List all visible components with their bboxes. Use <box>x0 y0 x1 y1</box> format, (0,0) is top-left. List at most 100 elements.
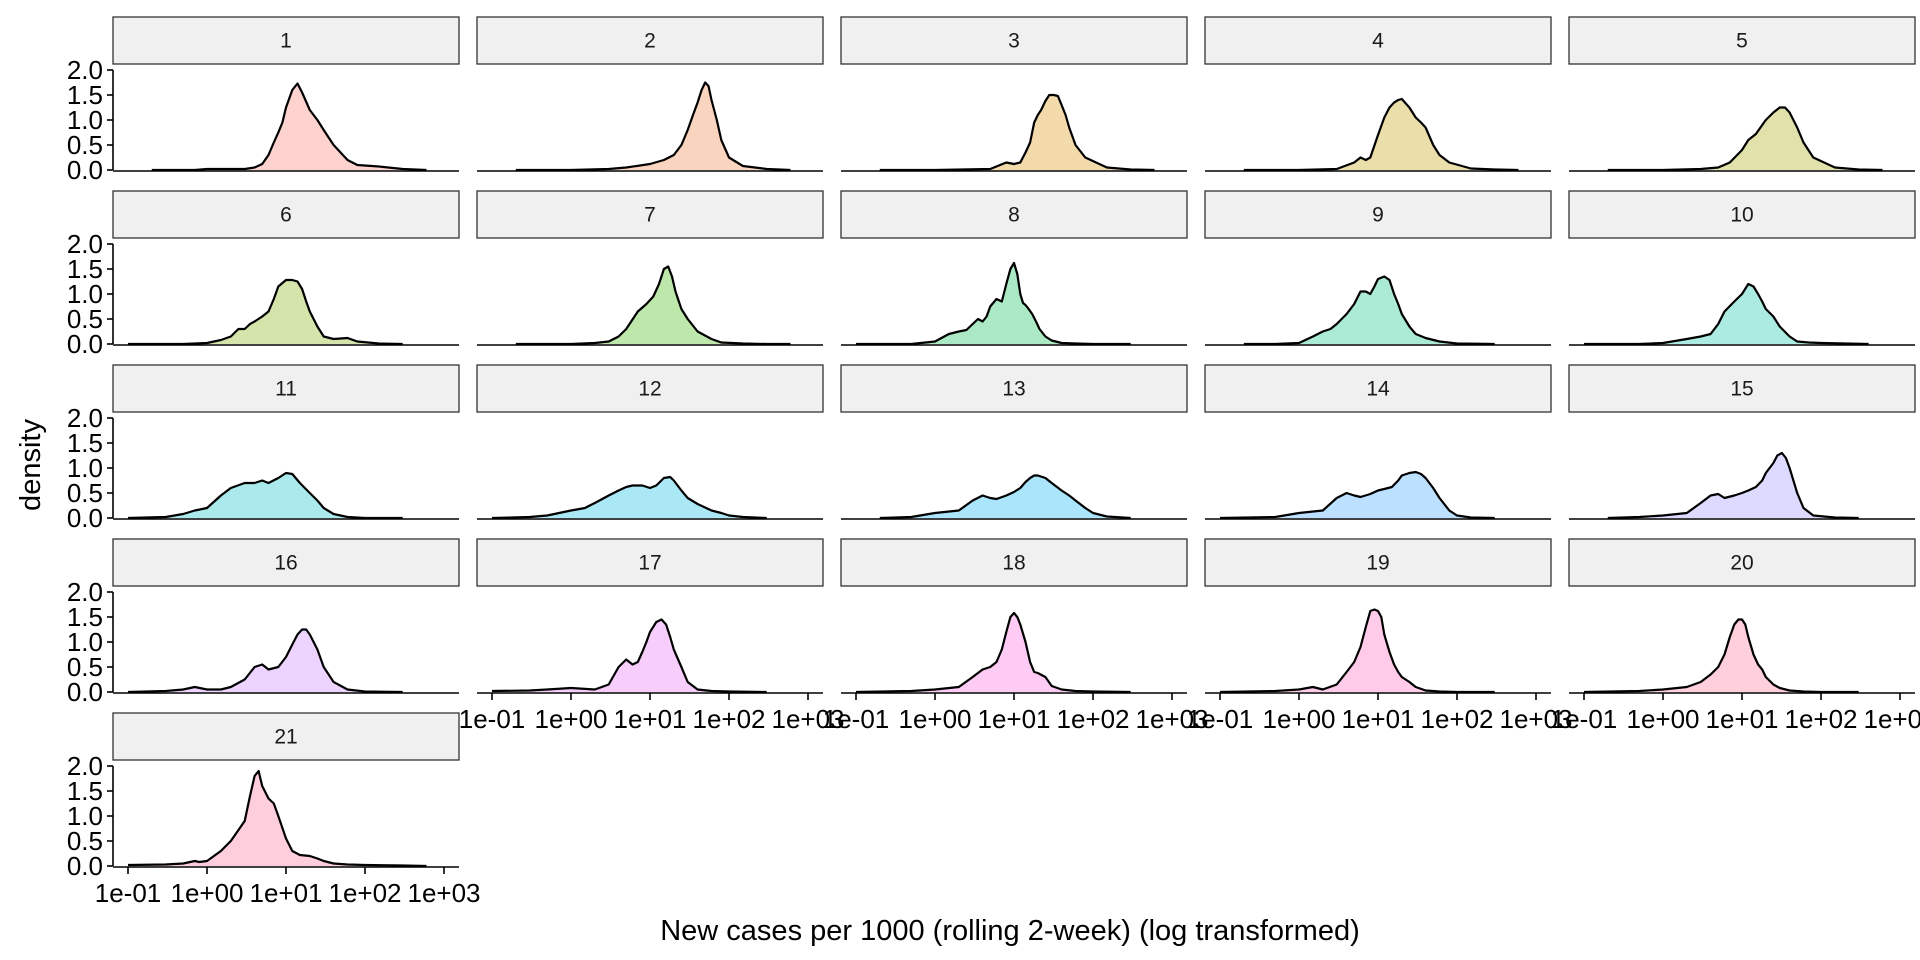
density-line <box>515 81 791 172</box>
density-area <box>492 619 767 692</box>
facet-strip-label: 9 <box>1372 204 1384 227</box>
facet-strip-label: 11 <box>275 378 297 401</box>
panel-4: 4 <box>1204 16 1552 172</box>
y-tick-label: 0.0 <box>67 155 103 185</box>
facet-strip <box>476 190 824 239</box>
facet-strip-label: 14 <box>1366 378 1390 401</box>
facet-strip-label: 10 <box>1730 204 1753 227</box>
x-tick-label: 1e+01 <box>1341 704 1414 734</box>
density-area <box>128 771 427 866</box>
facet-strip <box>840 190 1188 239</box>
y-tick-label: 0.0 <box>67 851 103 881</box>
density-area <box>151 83 427 170</box>
y-tick-label: 1.0 <box>67 801 103 831</box>
facet-strip <box>840 16 1188 65</box>
panel-16: 16 0.00.51.01.52.0 <box>67 538 460 707</box>
density-line <box>856 261 1131 346</box>
x-tick-label: 1e-01 <box>823 704 890 734</box>
density-line <box>1607 451 1859 520</box>
panels-layer: 10.00.51.01.52.02 3 4 560.00.51.01.52.07 8 9 1… <box>67 16 1920 908</box>
x-axis-title: New cases per 1000 (rolling 2-week) (log… <box>660 915 1360 947</box>
y-tick-label: 1.5 <box>67 602 103 632</box>
facet-strip-label: 3 <box>1008 30 1020 53</box>
facet-strip-label: 2 <box>644 30 656 53</box>
panel-7: 7 <box>476 190 824 346</box>
y-tick-label: 0.5 <box>67 478 103 508</box>
y-tick-label: 2.0 <box>67 751 103 781</box>
x-tick-label: 1e+02 <box>1420 704 1493 734</box>
density-line <box>1243 275 1495 346</box>
x-tick-label: 1e+03 <box>1135 704 1208 734</box>
panel-12: 12 <box>476 364 824 520</box>
x-tick-label: 1e+02 <box>1784 704 1857 734</box>
density-line <box>879 93 1155 172</box>
panel-21: 21 0.00.51.01.52.0 1e-01 1e+00 1e+01 1e+02 1e+… <box>67 712 481 908</box>
density-line <box>515 265 791 346</box>
facet-strip-label: 17 <box>638 552 661 575</box>
facet-strip <box>112 190 460 239</box>
x-tick-label: 1e+01 <box>613 704 686 734</box>
y-tick-label: 2.0 <box>67 55 103 85</box>
x-tick-label: 1e+03 <box>1499 704 1572 734</box>
facet-strip-label: 6 <box>280 204 292 227</box>
density-line <box>879 474 1131 520</box>
x-tick-label: 1e+00 <box>170 878 243 908</box>
facet-strip-label: 7 <box>644 204 656 227</box>
facet-strip-label: 16 <box>274 552 297 575</box>
x-tick-label: 1e+00 <box>1262 704 1335 734</box>
facet-strip-label: 4 <box>1372 30 1384 53</box>
facet-strip <box>112 364 460 413</box>
density-line <box>1219 608 1495 694</box>
y-tick-label: 1.5 <box>67 776 103 806</box>
x-tick-label: 1e+01 <box>249 878 322 908</box>
y-tick-label: 0.5 <box>67 652 103 682</box>
facet-strip <box>476 538 824 587</box>
x-tick-label: 1e-01 <box>1187 704 1254 734</box>
panel-3: 3 <box>840 16 1188 172</box>
density-area <box>1220 472 1495 518</box>
x-tick-label: 1e+03 <box>1863 704 1920 734</box>
density-line <box>1584 282 1869 346</box>
x-tick-label: 1e-01 <box>95 878 162 908</box>
y-axis-title: density <box>15 419 47 511</box>
facet-strip-label: 18 <box>1002 552 1025 575</box>
density-area <box>128 629 403 692</box>
density-area <box>1220 609 1495 692</box>
facet-strip <box>476 16 824 65</box>
facet-strip <box>1568 16 1916 65</box>
facet-strip <box>112 16 460 65</box>
density-line <box>491 618 767 694</box>
y-tick-label: 0.5 <box>67 304 103 334</box>
y-tick-label: 1.5 <box>67 428 103 458</box>
x-tick-label: 1e+00 <box>534 704 607 734</box>
facet-strip <box>1568 538 1916 587</box>
panel-1: 1 0.00.51.01.52.0 <box>67 16 460 185</box>
density-area <box>492 477 767 518</box>
density-area <box>856 613 1131 692</box>
facet-strip <box>112 538 460 587</box>
y-tick-label: 1.0 <box>67 453 103 483</box>
panel-10: 10 <box>1568 190 1916 346</box>
facet-strip <box>476 364 824 413</box>
y-tick-label: 0.5 <box>67 826 103 856</box>
density-line <box>1583 618 1859 694</box>
y-tick-label: 0.5 <box>67 130 103 160</box>
density-line <box>1219 470 1495 520</box>
density-line <box>1243 97 1519 172</box>
x-tick-label: 1e+01 <box>1705 704 1778 734</box>
y-tick-label: 0.0 <box>67 503 103 533</box>
x-tick-label: 1e+03 <box>771 704 844 734</box>
panel-18: 18 1e-01 1e+00 1e+01 1e+02 1e+03 <box>823 538 1209 734</box>
density-line <box>128 278 403 346</box>
density-area <box>128 280 403 344</box>
density-line <box>127 471 403 520</box>
y-tick-label: 0.0 <box>67 677 103 707</box>
facet-strip-label: 13 <box>1002 378 1025 401</box>
x-tick-label: 1e+00 <box>1626 704 1699 734</box>
x-tick-label: 1e-01 <box>1551 704 1618 734</box>
facet-strip <box>1204 16 1552 65</box>
y-tick-label: 1.5 <box>67 254 103 284</box>
facet-strip <box>1568 190 1916 239</box>
